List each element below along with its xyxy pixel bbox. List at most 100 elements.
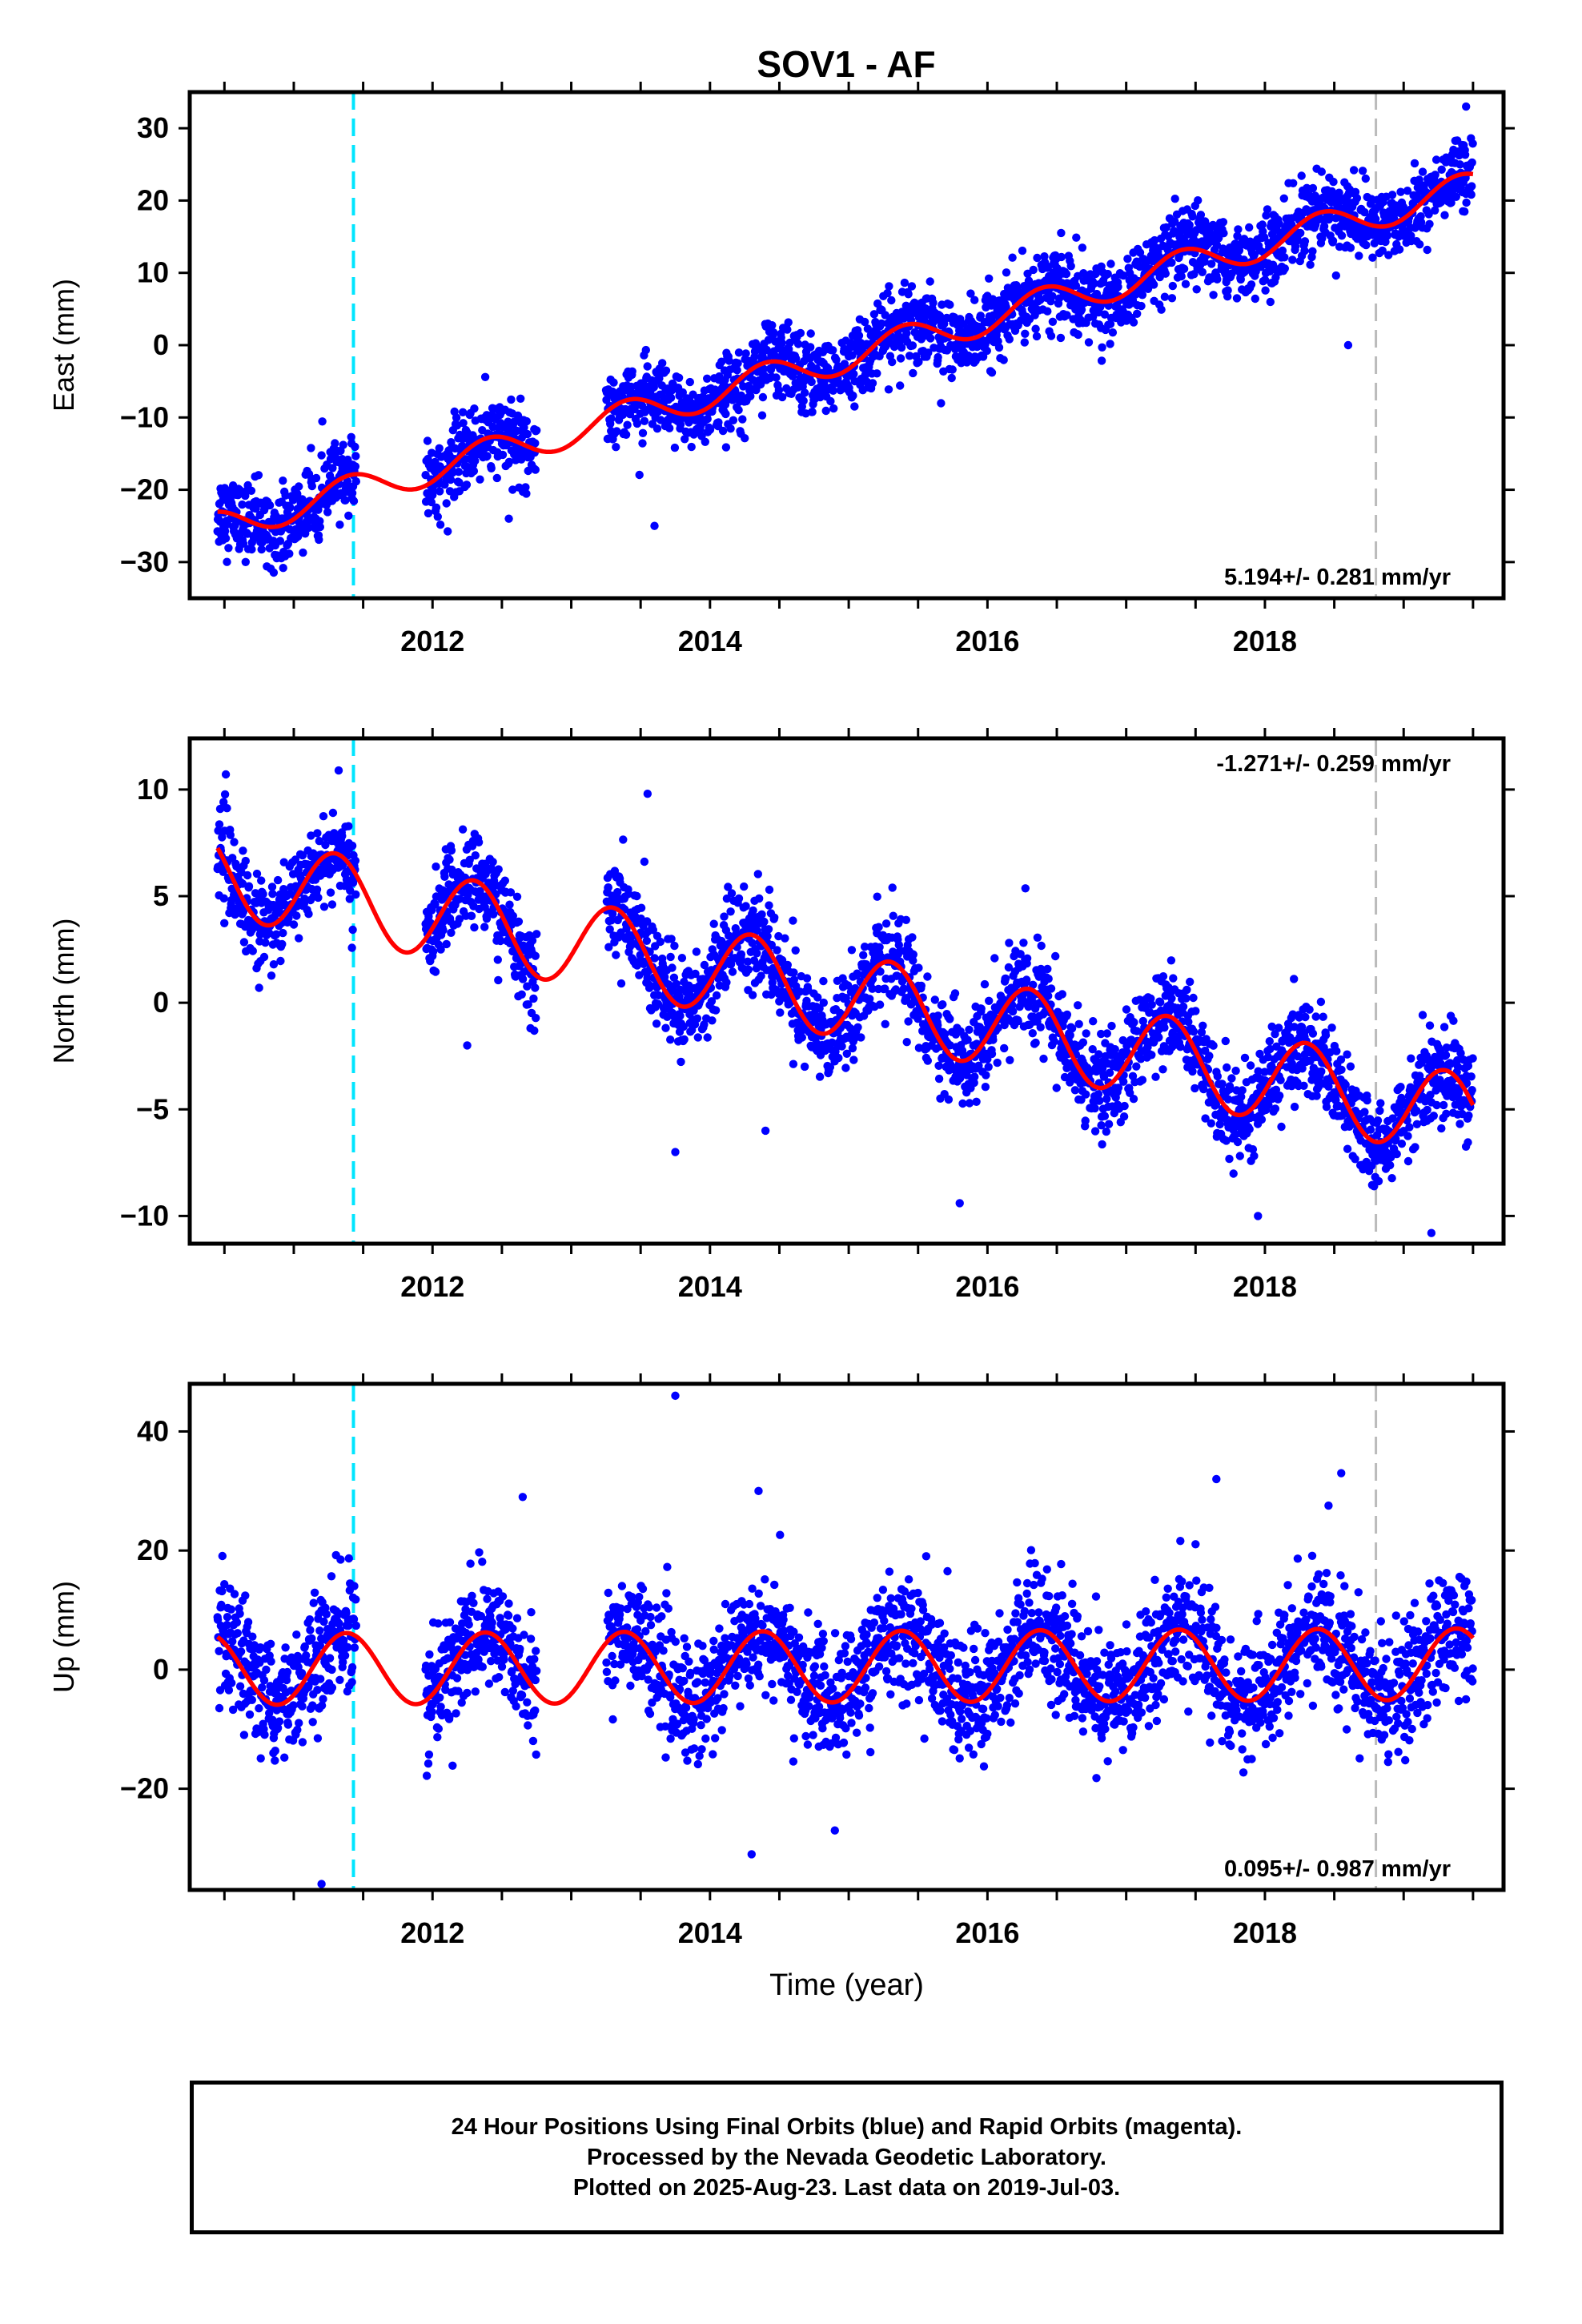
data-point [1288, 255, 1297, 264]
data-point [1201, 1114, 1210, 1123]
data-point [286, 503, 295, 512]
data-point [909, 368, 917, 378]
data-point [1271, 1104, 1280, 1113]
data-point [1029, 265, 1038, 275]
data-point [1266, 297, 1275, 307]
data-point [1468, 158, 1476, 167]
data-point [351, 856, 360, 866]
data-point [883, 288, 892, 298]
y-tick-label: −20 [120, 473, 169, 506]
data-point [900, 278, 909, 287]
data-point [272, 930, 281, 939]
data-point [681, 435, 689, 444]
data-point [894, 940, 904, 950]
data-point [470, 404, 479, 413]
data-point [1456, 160, 1464, 169]
data-point [269, 960, 279, 969]
data-point [531, 951, 540, 960]
data-point [343, 476, 352, 486]
data-point [1223, 1095, 1233, 1104]
data-point [1222, 1136, 1231, 1145]
data-point [1209, 1041, 1218, 1050]
data-point [691, 969, 700, 979]
data-point [1089, 1017, 1098, 1026]
data-point [226, 830, 235, 839]
data-point [1022, 975, 1031, 984]
data-point [741, 902, 750, 911]
data-point [703, 414, 712, 424]
data-point [767, 940, 776, 950]
data-point [899, 984, 909, 993]
data-point [850, 402, 859, 411]
data-point [608, 435, 617, 444]
data-point [978, 352, 988, 361]
data-point [1245, 1124, 1254, 1134]
data-point [1078, 243, 1087, 252]
data-point [950, 989, 960, 998]
data-point [318, 417, 327, 426]
data-point [1275, 219, 1283, 228]
data-point [816, 392, 825, 402]
data-point [1074, 330, 1082, 340]
data-point [351, 890, 360, 899]
data-point [1360, 207, 1369, 217]
data-point [436, 487, 444, 496]
data-point [726, 424, 735, 433]
data-point [1215, 1120, 1224, 1129]
data-point [529, 994, 538, 1003]
data-point [1178, 1002, 1188, 1011]
data-point [607, 916, 616, 925]
data-point [311, 473, 321, 483]
data-point [488, 858, 497, 866]
data-point [863, 324, 873, 333]
data-point [524, 1000, 532, 1009]
data-point [763, 931, 772, 941]
data-point [753, 949, 761, 958]
data-point [667, 935, 676, 943]
data-point [909, 950, 918, 959]
data-point [946, 1015, 954, 1023]
data-point [729, 416, 738, 424]
data-point [888, 883, 897, 892]
data-point [1265, 1037, 1275, 1046]
data-point [1271, 1030, 1279, 1039]
data-point [796, 328, 805, 338]
data-point [528, 936, 537, 945]
data-point [848, 351, 857, 360]
data-point [842, 1049, 852, 1059]
data-point [989, 1035, 998, 1044]
data-point [643, 362, 652, 371]
data-point [656, 937, 665, 947]
data-point [889, 342, 899, 352]
data-point [1119, 271, 1128, 280]
data-point [471, 456, 480, 465]
data-point [934, 1011, 942, 1020]
data-point [902, 1038, 911, 1047]
data-point [994, 343, 1004, 352]
data-point [1297, 171, 1306, 180]
data-point [789, 968, 798, 977]
data-point [868, 379, 877, 388]
data-point [923, 972, 932, 981]
data-point [312, 885, 322, 895]
data-point [344, 511, 353, 521]
data-point [284, 914, 293, 923]
data-point [1289, 179, 1298, 187]
data-point [483, 452, 492, 460]
data-point [1033, 933, 1042, 943]
data-point [982, 1071, 990, 1080]
data-point [721, 443, 731, 452]
data-point [917, 981, 926, 991]
data-point [1355, 251, 1363, 260]
data-point [848, 1043, 857, 1053]
data-point [757, 411, 767, 420]
data-point [532, 930, 541, 939]
data-point [1097, 1121, 1106, 1130]
data-point [757, 910, 766, 919]
data-point [1103, 269, 1112, 279]
data-point [1050, 1037, 1059, 1046]
data-point [1275, 1023, 1283, 1032]
data-point [442, 499, 451, 508]
data-point [523, 429, 532, 439]
data-point [1312, 1092, 1321, 1100]
